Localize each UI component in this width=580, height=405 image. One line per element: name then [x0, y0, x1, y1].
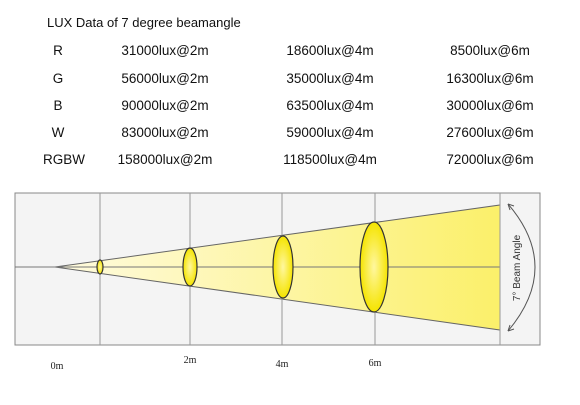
- lux-value: 59000lux@4m: [286, 125, 373, 140]
- lux-value: 31000lux@2m: [121, 43, 208, 58]
- lux-value: 56000lux@2m: [121, 71, 208, 86]
- beam-spots: [96, 221, 389, 313]
- lux-value: 30000lux@6m: [446, 98, 533, 113]
- arc-arrows: [507, 203, 515, 332]
- lux-value: 90000lux@2m: [121, 98, 208, 113]
- lux-value: 72000lux@6m: [446, 152, 533, 167]
- title: LUX Data of 7 degree beamangle: [47, 15, 241, 30]
- distance-label: 2m: [184, 355, 197, 366]
- lux-table: R 31000lux@2m 18600lux@4m 8500lux@6m G 56000l…: [43, 43, 534, 167]
- lux-value: 8500lux@6m: [450, 43, 530, 58]
- lux-value: 35000lux@4m: [286, 71, 373, 86]
- lux-value: 118500lux@4m: [283, 152, 377, 167]
- beam-angle-label: 7° Beam Angle: [512, 234, 523, 301]
- lux-value: 63500lux@4m: [286, 98, 373, 113]
- lux-value: 158000lux@2m: [118, 152, 213, 167]
- distance-label: 0m: [51, 361, 64, 372]
- angle-arc: [507, 203, 536, 332]
- row-label: RGBW: [43, 152, 85, 167]
- beam-diagram: 7° Beam Angle: [14, 192, 541, 346]
- distance-label: 4m: [276, 359, 289, 370]
- lux-value: 27600lux@6m: [446, 125, 533, 140]
- lux-value: 18600lux@4m: [286, 43, 373, 58]
- row-label: W: [52, 125, 65, 140]
- lux-value: 83000lux@2m: [121, 125, 208, 140]
- distance-label: 6m: [369, 358, 382, 369]
- row-label: B: [53, 98, 62, 113]
- row-label: R: [53, 43, 63, 58]
- row-label: G: [53, 71, 64, 86]
- lux-value: 16300lux@6m: [446, 71, 533, 86]
